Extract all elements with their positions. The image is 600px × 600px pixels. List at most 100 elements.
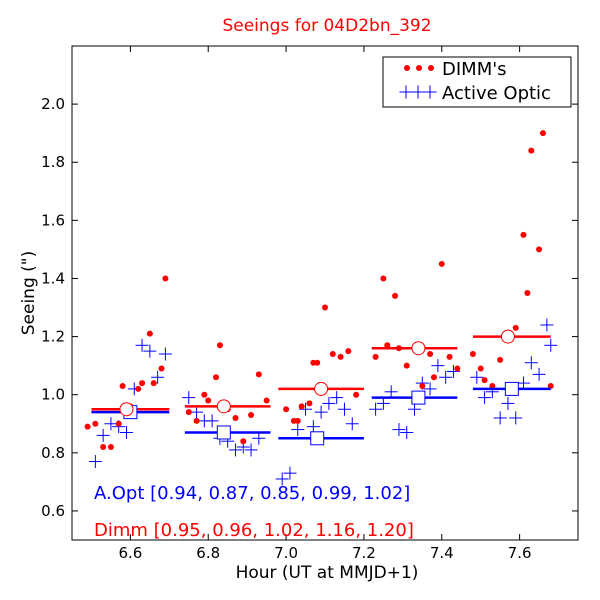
dimm-point-58	[524, 290, 531, 296]
legend-aopt-plus-1	[411, 85, 425, 99]
aopt-point-0	[88, 455, 102, 469]
aopt-mean-marker-2	[310, 431, 325, 446]
aopt-point-30	[369, 402, 383, 416]
dimm-point-48	[446, 353, 453, 360]
dimm-point-21	[240, 438, 247, 445]
x-axis: 6.6 6.8 7.0 7.2 7.4 7.6	[118, 46, 532, 562]
dimm-point-31	[314, 359, 321, 366]
dimm-point-53	[489, 382, 496, 389]
y-tick-label-4: 1.4	[41, 269, 65, 287]
dimm-point-5	[119, 382, 126, 389]
aopt-point-2	[104, 417, 118, 431]
dimm-mean-marker-4	[500, 329, 515, 344]
x-tick-label-5: 7.6	[508, 544, 532, 562]
aopt-point-11	[190, 405, 204, 419]
aopt-point-38	[431, 359, 445, 373]
aopt-point-19	[252, 431, 266, 445]
dimm-point-23	[255, 371, 262, 378]
aopt-point-4	[119, 425, 133, 439]
x-tick-label-1: 6.8	[196, 544, 220, 562]
dimm-point-25	[283, 406, 290, 413]
dimm-point-52	[481, 377, 488, 384]
aopt-point-41	[470, 370, 484, 384]
dimm-point-17	[213, 374, 220, 381]
aopt-point-34	[400, 425, 414, 439]
aopt-point-51	[544, 338, 558, 352]
dimm-point-1	[92, 420, 99, 427]
dimm-point-37	[372, 353, 379, 360]
aopt-point-44	[493, 411, 507, 425]
legend-box	[382, 56, 572, 108]
dimm-point-0	[84, 423, 91, 430]
dimm-point-24	[263, 397, 270, 404]
aopt-point-32	[384, 385, 398, 399]
y-tick-label-5: 1.6	[41, 211, 65, 229]
dimm-point-51	[477, 365, 484, 372]
aopt-point-39	[439, 370, 453, 384]
x-tick-label-3: 7.2	[352, 544, 376, 562]
aopt-point-25	[314, 405, 328, 419]
plot-frame	[71, 45, 579, 541]
dimm-point-7	[135, 385, 142, 392]
dimm-point-44	[419, 382, 426, 389]
dimm-mean-marker-0	[119, 402, 134, 417]
aopt-point-26	[322, 396, 336, 410]
dimm-mean-marker-3	[411, 341, 426, 356]
x-tick-label-2: 7.0	[274, 544, 298, 562]
y-axis: 0.6 0.8 1.0 1.2 1.4 1.6 1.8 2.0	[41, 95, 578, 520]
dimm-point-4	[115, 420, 122, 427]
dimm-point-47	[438, 260, 445, 267]
aopt-point-29	[345, 417, 359, 431]
aopt-point-8	[151, 370, 165, 384]
aopt-point-16	[228, 443, 242, 457]
x-axis-label: Hour (UT at MMJD+1)	[236, 563, 419, 583]
y-tick-label-6: 1.8	[41, 153, 65, 171]
dimm-point-18	[216, 342, 223, 349]
dimm-point-42	[403, 362, 410, 369]
dimm-point-36	[353, 391, 360, 398]
aopt-point-10	[182, 391, 196, 405]
dimm-point-15	[201, 391, 208, 398]
chart-title: Seeings for 04D2bn_392	[222, 16, 431, 36]
aopt-point-45	[501, 396, 515, 410]
annotation-aopt: A.Opt [0.94, 0.87, 0.85, 0.99, 1.02]	[94, 483, 410, 504]
aopt-point-13	[205, 414, 219, 428]
dimm-point-16	[205, 397, 212, 404]
aopt-point-27	[330, 391, 344, 405]
y-axis-label: Seeing (")	[19, 251, 39, 336]
dimm-point-12	[162, 275, 169, 282]
aopt-point-24	[306, 420, 320, 434]
dimm-point-9	[146, 330, 153, 337]
dimm-point-62	[547, 382, 554, 389]
aopt-point-31	[376, 396, 390, 410]
aopt-point-33	[392, 423, 406, 437]
dimm-point-39	[384, 342, 391, 349]
aopt-point-49	[532, 367, 546, 381]
aopt-point-35	[408, 402, 422, 416]
aopt-point-6	[135, 338, 149, 352]
dimm-point-11	[158, 365, 165, 372]
dimm-point-22	[248, 412, 255, 419]
dimm-point-57	[520, 231, 527, 238]
dimm-point-27	[294, 417, 301, 424]
aopt-point-47	[517, 376, 531, 390]
dimm-point-60	[536, 246, 543, 253]
aopt-mean-marker-4	[504, 381, 519, 396]
dimm-point-33	[329, 351, 336, 358]
dimm-point-28	[298, 403, 305, 410]
dimm-point-35	[345, 348, 352, 355]
legend-label-aopt: Active Optic	[442, 83, 551, 104]
dimm-point-49	[454, 365, 461, 372]
aopt-mean-marker-3	[411, 390, 426, 405]
aopt-point-46	[509, 411, 523, 425]
aopt-point-50	[540, 318, 554, 332]
legend-label-dimm: DIMM's	[442, 59, 507, 80]
dimm-point-29	[306, 400, 313, 407]
y-tick-label-7: 2.0	[41, 95, 65, 113]
aopt-point-22	[291, 423, 305, 437]
aopt-point-42	[478, 391, 492, 405]
legend-dimm-dot-1	[416, 65, 422, 71]
aopt-point-18	[244, 443, 258, 457]
dimm-mean-marker-1	[216, 399, 231, 414]
